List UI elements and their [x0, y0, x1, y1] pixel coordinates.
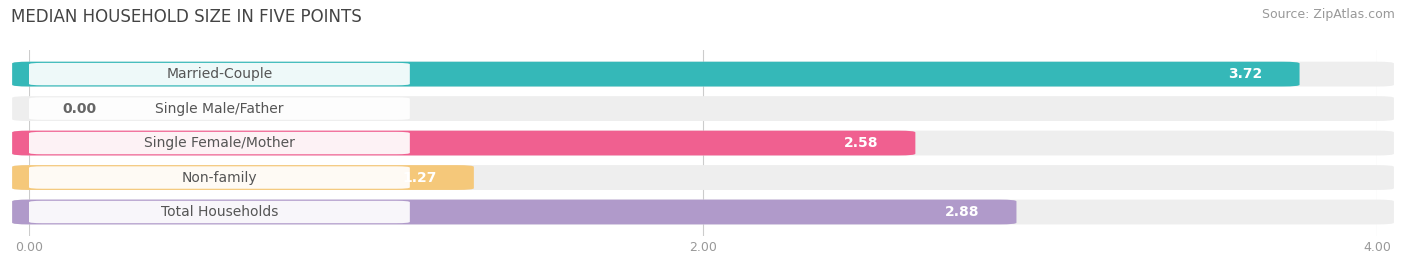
Text: 3.72: 3.72: [1229, 67, 1263, 81]
Text: Non-family: Non-family: [181, 171, 257, 185]
FancyBboxPatch shape: [13, 165, 1393, 190]
Text: 0.00: 0.00: [63, 102, 97, 116]
FancyBboxPatch shape: [30, 97, 409, 120]
FancyBboxPatch shape: [13, 200, 1017, 224]
Text: MEDIAN HOUSEHOLD SIZE IN FIVE POINTS: MEDIAN HOUSEHOLD SIZE IN FIVE POINTS: [11, 8, 361, 26]
FancyBboxPatch shape: [13, 165, 474, 190]
Text: Single Female/Mother: Single Female/Mother: [143, 136, 295, 150]
FancyBboxPatch shape: [30, 132, 409, 154]
FancyBboxPatch shape: [13, 131, 915, 155]
Text: 2.58: 2.58: [844, 136, 879, 150]
FancyBboxPatch shape: [13, 96, 1393, 121]
FancyBboxPatch shape: [13, 62, 1393, 87]
FancyBboxPatch shape: [30, 166, 409, 189]
FancyBboxPatch shape: [13, 200, 1393, 224]
FancyBboxPatch shape: [30, 63, 409, 85]
Text: 2.88: 2.88: [945, 205, 980, 219]
Text: 1.27: 1.27: [402, 171, 437, 185]
FancyBboxPatch shape: [13, 131, 1393, 155]
FancyBboxPatch shape: [13, 62, 1299, 87]
Text: Married-Couple: Married-Couple: [166, 67, 273, 81]
Text: Single Male/Father: Single Male/Father: [155, 102, 284, 116]
Text: Total Households: Total Households: [160, 205, 278, 219]
Text: Source: ZipAtlas.com: Source: ZipAtlas.com: [1261, 8, 1395, 21]
FancyBboxPatch shape: [30, 201, 409, 223]
